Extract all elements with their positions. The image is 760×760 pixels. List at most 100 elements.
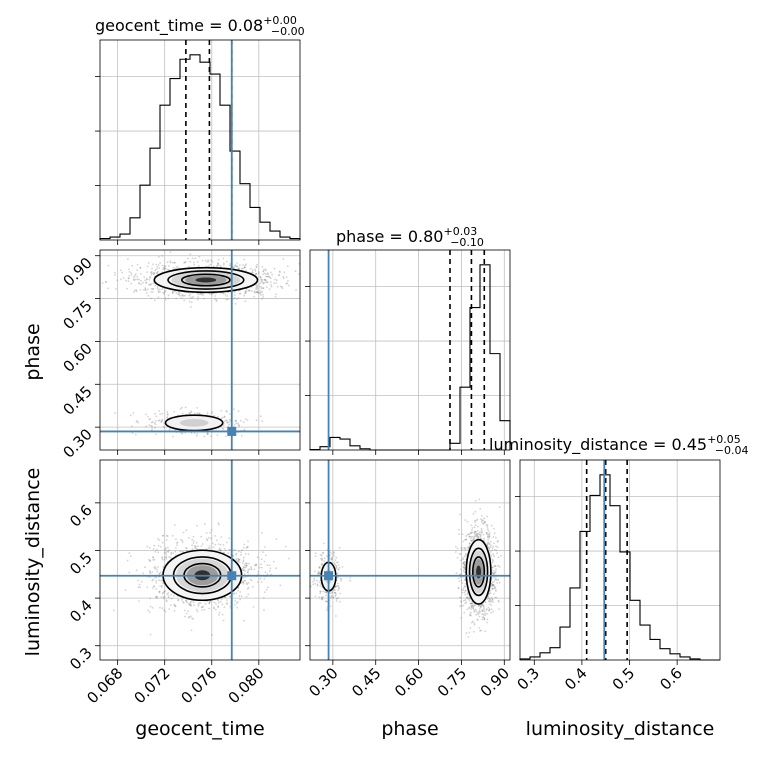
- sample-point: [149, 576, 151, 578]
- sample-point: [248, 568, 251, 570]
- sample-point: [239, 264, 241, 267]
- sample-point: [198, 602, 201, 604]
- sample-point: [265, 273, 267, 276]
- sample-point: [190, 629, 193, 632]
- sample-point: [260, 286, 263, 288]
- sample-point: [155, 588, 158, 590]
- sample-point: [161, 556, 163, 558]
- sample-point: [255, 564, 257, 567]
- sample-point: [474, 530, 476, 533]
- sample-point: [258, 566, 261, 569]
- sample-point: [213, 601, 216, 604]
- sample-point: [479, 508, 482, 510]
- sample-point: [263, 268, 265, 271]
- sample-point: [174, 605, 177, 608]
- sample-point: [181, 294, 184, 297]
- sample-point: [166, 546, 169, 549]
- sample-point: [284, 545, 287, 548]
- sample-point: [496, 540, 499, 543]
- sample-point: [158, 255, 160, 258]
- sample-point: [242, 546, 245, 549]
- sample-point: [197, 604, 200, 607]
- sample-point: [251, 271, 254, 273]
- sample-point: [333, 561, 336, 564]
- sample-point: [469, 611, 472, 614]
- sample-point: [254, 563, 257, 566]
- sample-point: [226, 602, 229, 604]
- sample-point: [153, 544, 156, 547]
- sample-point: [470, 606, 473, 608]
- sample-point: [131, 264, 134, 267]
- sample-point: [493, 593, 495, 595]
- sample-point: [196, 261, 199, 263]
- sample-point: [260, 277, 262, 279]
- sample-point: [169, 260, 172, 262]
- sample-point: [146, 271, 148, 273]
- sample-point: [220, 598, 223, 601]
- sample-point: [238, 267, 241, 270]
- sample-point: [193, 540, 195, 542]
- sample-point: [164, 265, 167, 268]
- sample-point: [163, 559, 166, 561]
- sample-point: [128, 571, 131, 574]
- sample-point: [225, 260, 228, 263]
- sample-point: [229, 595, 231, 598]
- y-tick-label: 0.3: [66, 644, 96, 674]
- sample-point: [185, 547, 188, 550]
- sample-point: [261, 265, 264, 268]
- sample-point: [235, 298, 238, 300]
- sample-point: [278, 270, 281, 273]
- sample-point: [225, 409, 228, 412]
- sample-point: [248, 562, 250, 565]
- sample-point: [161, 418, 164, 421]
- sample-point: [456, 556, 459, 559]
- sample-point: [161, 255, 164, 257]
- sample-point: [191, 544, 194, 547]
- sample-point: [237, 601, 239, 603]
- sample-point: [195, 608, 198, 611]
- sample-point: [492, 610, 494, 613]
- sample-point: [245, 582, 248, 584]
- sample-point: [184, 406, 187, 409]
- sample-point: [257, 292, 260, 295]
- sample-point: [222, 263, 225, 266]
- sample-point: [170, 593, 173, 596]
- sample-point: [495, 568, 497, 570]
- sample-point: [337, 561, 339, 564]
- sample-point: [243, 566, 246, 569]
- sample-point: [276, 285, 279, 288]
- sample-point: [152, 288, 154, 290]
- sample-point: [261, 420, 264, 422]
- sample-point: [127, 258, 129, 260]
- sample-point: [268, 564, 271, 567]
- sample-point: [172, 435, 174, 438]
- sample-point: [325, 594, 327, 597]
- sample-point: [197, 603, 200, 606]
- sample-point: [489, 546, 492, 548]
- sample-point: [260, 581, 263, 583]
- sample-point: [476, 618, 478, 621]
- sample-point: [490, 540, 492, 543]
- sample-point: [172, 292, 174, 295]
- y-tick-label: 0.30: [59, 425, 95, 461]
- sample-point: [477, 525, 479, 528]
- sample-point: [489, 600, 492, 602]
- histogram-bar: [240, 184, 250, 240]
- sample-point: [161, 420, 163, 423]
- sample-point: [244, 264, 247, 267]
- sample-point: [476, 518, 479, 521]
- histogram-bar: [200, 62, 210, 240]
- sample-point: [201, 543, 204, 545]
- sample-point: [257, 271, 260, 274]
- sample-point: [245, 595, 248, 598]
- sample-point: [259, 283, 261, 285]
- sample-point: [153, 273, 156, 275]
- sample-point: [256, 286, 259, 288]
- sample-point: [223, 262, 225, 265]
- sample-point: [483, 617, 486, 620]
- sample-point: [196, 407, 199, 409]
- sample-point: [161, 412, 164, 415]
- panel-background: [310, 250, 510, 450]
- sample-point: [158, 572, 161, 575]
- sample-point: [252, 271, 254, 274]
